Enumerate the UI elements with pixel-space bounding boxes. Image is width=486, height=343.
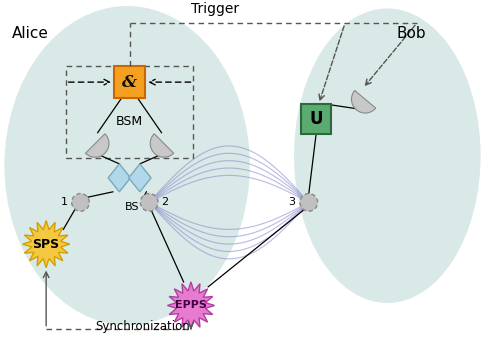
Text: &: & — [122, 74, 137, 91]
Text: EPPS: EPPS — [175, 300, 207, 310]
FancyBboxPatch shape — [114, 67, 145, 98]
Polygon shape — [108, 164, 131, 192]
Text: SPS: SPS — [33, 238, 60, 251]
Text: 1: 1 — [61, 197, 69, 208]
Circle shape — [300, 193, 318, 211]
Text: BSM: BSM — [116, 115, 143, 128]
Text: Synchronization: Synchronization — [95, 320, 190, 333]
Wedge shape — [351, 91, 376, 113]
Text: 3: 3 — [288, 197, 295, 208]
Text: Bob: Bob — [397, 26, 427, 41]
Ellipse shape — [294, 9, 481, 303]
FancyBboxPatch shape — [301, 104, 331, 134]
Circle shape — [140, 193, 158, 211]
Circle shape — [71, 193, 89, 211]
Text: Alice: Alice — [12, 26, 49, 41]
Polygon shape — [129, 164, 151, 192]
Ellipse shape — [4, 6, 250, 325]
Text: BS: BS — [125, 202, 139, 212]
Polygon shape — [22, 221, 69, 268]
Wedge shape — [150, 134, 174, 157]
Text: Trigger: Trigger — [191, 2, 240, 16]
Polygon shape — [167, 282, 214, 329]
Text: 2: 2 — [161, 197, 169, 208]
Text: U: U — [310, 110, 323, 128]
Wedge shape — [86, 134, 109, 157]
